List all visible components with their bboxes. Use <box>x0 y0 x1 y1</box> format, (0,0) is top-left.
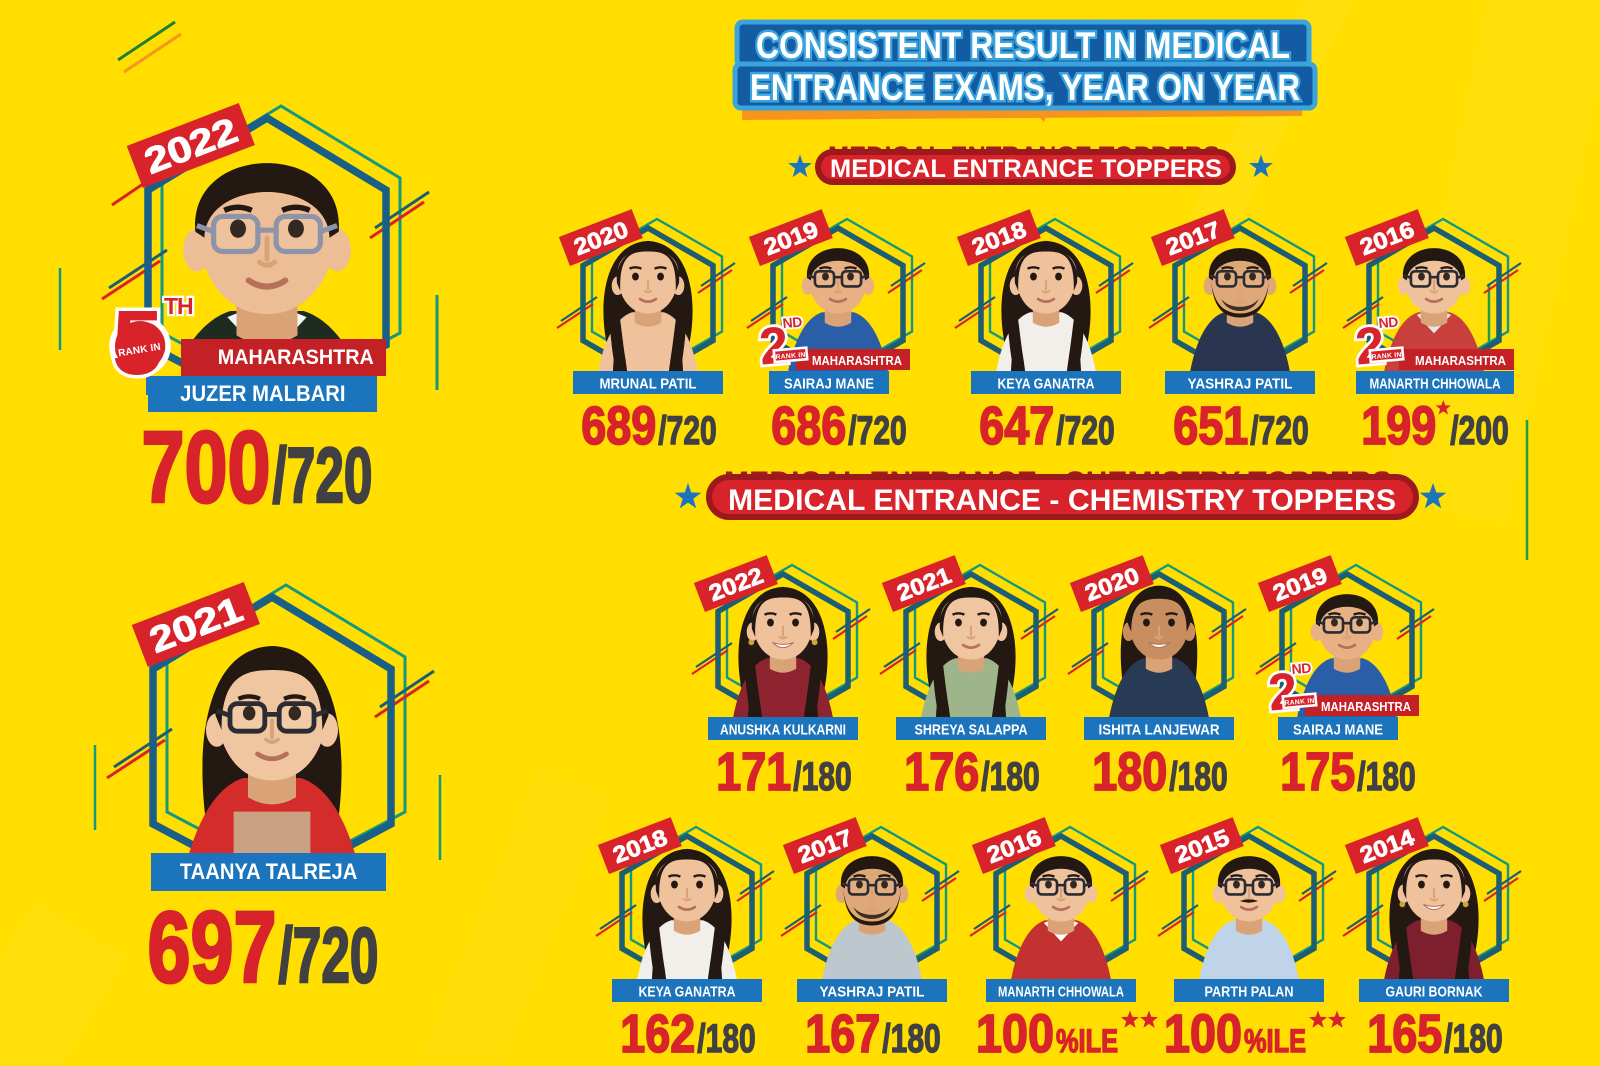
svg-text:MEDICAL ENTRANCE - CHEMISTRY T: MEDICAL ENTRANCE - CHEMISTRY TOPPERS <box>728 484 1396 517</box>
svg-text:2: 2 <box>1266 662 1300 722</box>
svg-text:686: 686 <box>771 396 846 456</box>
svg-text:180: 180 <box>1092 742 1167 802</box>
svg-text:100: 100 <box>1164 1004 1242 1064</box>
svg-text:RANK IN: RANK IN <box>1371 352 1402 362</box>
svg-text:SHREYA SALAPPA: SHREYA SALAPPA <box>915 723 1028 739</box>
svg-text:ND: ND <box>782 314 803 332</box>
svg-text:/180: /180 <box>1444 1017 1502 1061</box>
svg-text:KEYA GANATRA: KEYA GANATRA <box>998 377 1095 393</box>
svg-text:167: 167 <box>805 1004 880 1064</box>
svg-text:651: 651 <box>1173 396 1248 456</box>
svg-text:199: 199 <box>1361 396 1436 456</box>
svg-text:PARTH PALAN: PARTH PALAN <box>1205 985 1294 1001</box>
svg-text:/180: /180 <box>981 755 1039 799</box>
svg-text:ISHITA LANJEWAR: ISHITA LANJEWAR <box>1099 723 1220 739</box>
svg-text:689: 689 <box>581 396 656 456</box>
svg-text:162: 162 <box>620 1004 695 1064</box>
svg-text:ANUSHKA KULKARNI: ANUSHKA KULKARNI <box>720 723 846 739</box>
svg-text:CONSISTENT RESULT IN MEDICAL: CONSISTENT RESULT IN MEDICAL <box>756 25 1290 66</box>
svg-text:/180: /180 <box>793 755 851 799</box>
svg-text:647: 647 <box>979 396 1054 456</box>
svg-text:100: 100 <box>976 1004 1054 1064</box>
svg-text:ND: ND <box>1378 314 1399 332</box>
svg-text:/720: /720 <box>273 431 373 519</box>
svg-text:YASHRAJ PATIL: YASHRAJ PATIL <box>1188 377 1293 393</box>
svg-text:%ILE: %ILE <box>1056 1023 1118 1059</box>
svg-text:TH: TH <box>164 293 193 319</box>
svg-text:ND: ND <box>1291 660 1312 678</box>
svg-text:%ILE: %ILE <box>1244 1023 1306 1059</box>
svg-text:697: 697 <box>148 906 277 1001</box>
svg-text:RANK IN: RANK IN <box>775 352 806 362</box>
svg-text:2022: 2022 <box>139 109 243 182</box>
svg-text:/720: /720 <box>279 911 379 999</box>
svg-text:ENTRANCE EXAMS, YEAR ON YEAR: ENTRANCE EXAMS, YEAR ON YEAR <box>750 67 1300 108</box>
svg-text:/200: /200 <box>1450 409 1508 453</box>
svg-text:/180: /180 <box>1357 755 1415 799</box>
svg-text:/720: /720 <box>658 409 716 453</box>
svg-text:KEYA GANATRA: KEYA GANATRA <box>639 985 736 1001</box>
svg-text:/180: /180 <box>1169 755 1227 799</box>
svg-text:2021: 2021 <box>144 588 248 661</box>
svg-text:MAHARASHTRA: MAHARASHTRA <box>1321 700 1411 714</box>
svg-text:171: 171 <box>716 742 791 802</box>
svg-text:MRUNAL PATIL: MRUNAL PATIL <box>600 377 697 393</box>
svg-text:2: 2 <box>757 316 791 376</box>
svg-text:SAIRAJ MANE: SAIRAJ MANE <box>784 377 874 393</box>
svg-text:/720: /720 <box>848 409 906 453</box>
svg-text:MAHARASHTRA: MAHARASHTRA <box>812 354 902 368</box>
svg-text:165: 165 <box>1367 1004 1442 1064</box>
svg-text:176: 176 <box>904 742 979 802</box>
svg-text:YASHRAJ PATIL: YASHRAJ PATIL <box>820 985 925 1001</box>
svg-text:RANK IN: RANK IN <box>1284 698 1315 708</box>
svg-text:GAURI BORNAK: GAURI BORNAK <box>1386 985 1483 1001</box>
svg-text:/180: /180 <box>697 1017 755 1061</box>
svg-text:MEDICAL ENTRANCE TOPPERS: MEDICAL ENTRANCE TOPPERS <box>830 155 1222 183</box>
svg-text:/180: /180 <box>882 1017 940 1061</box>
svg-text:175: 175 <box>1280 742 1355 802</box>
svg-text:700: 700 <box>142 426 271 521</box>
svg-text:MANARTH CHHOWALA: MANARTH CHHOWALA <box>1370 377 1501 393</box>
svg-text:MAHARASHTRA: MAHARASHTRA <box>1415 354 1506 368</box>
svg-text:/720: /720 <box>1250 409 1308 453</box>
svg-text:SAIRAJ MANE: SAIRAJ MANE <box>1293 723 1383 739</box>
svg-text:2: 2 <box>1353 316 1387 376</box>
svg-text:MANARTH CHHOWALA: MANARTH CHHOWALA <box>998 985 1124 1001</box>
svg-text:/720: /720 <box>1056 409 1114 453</box>
